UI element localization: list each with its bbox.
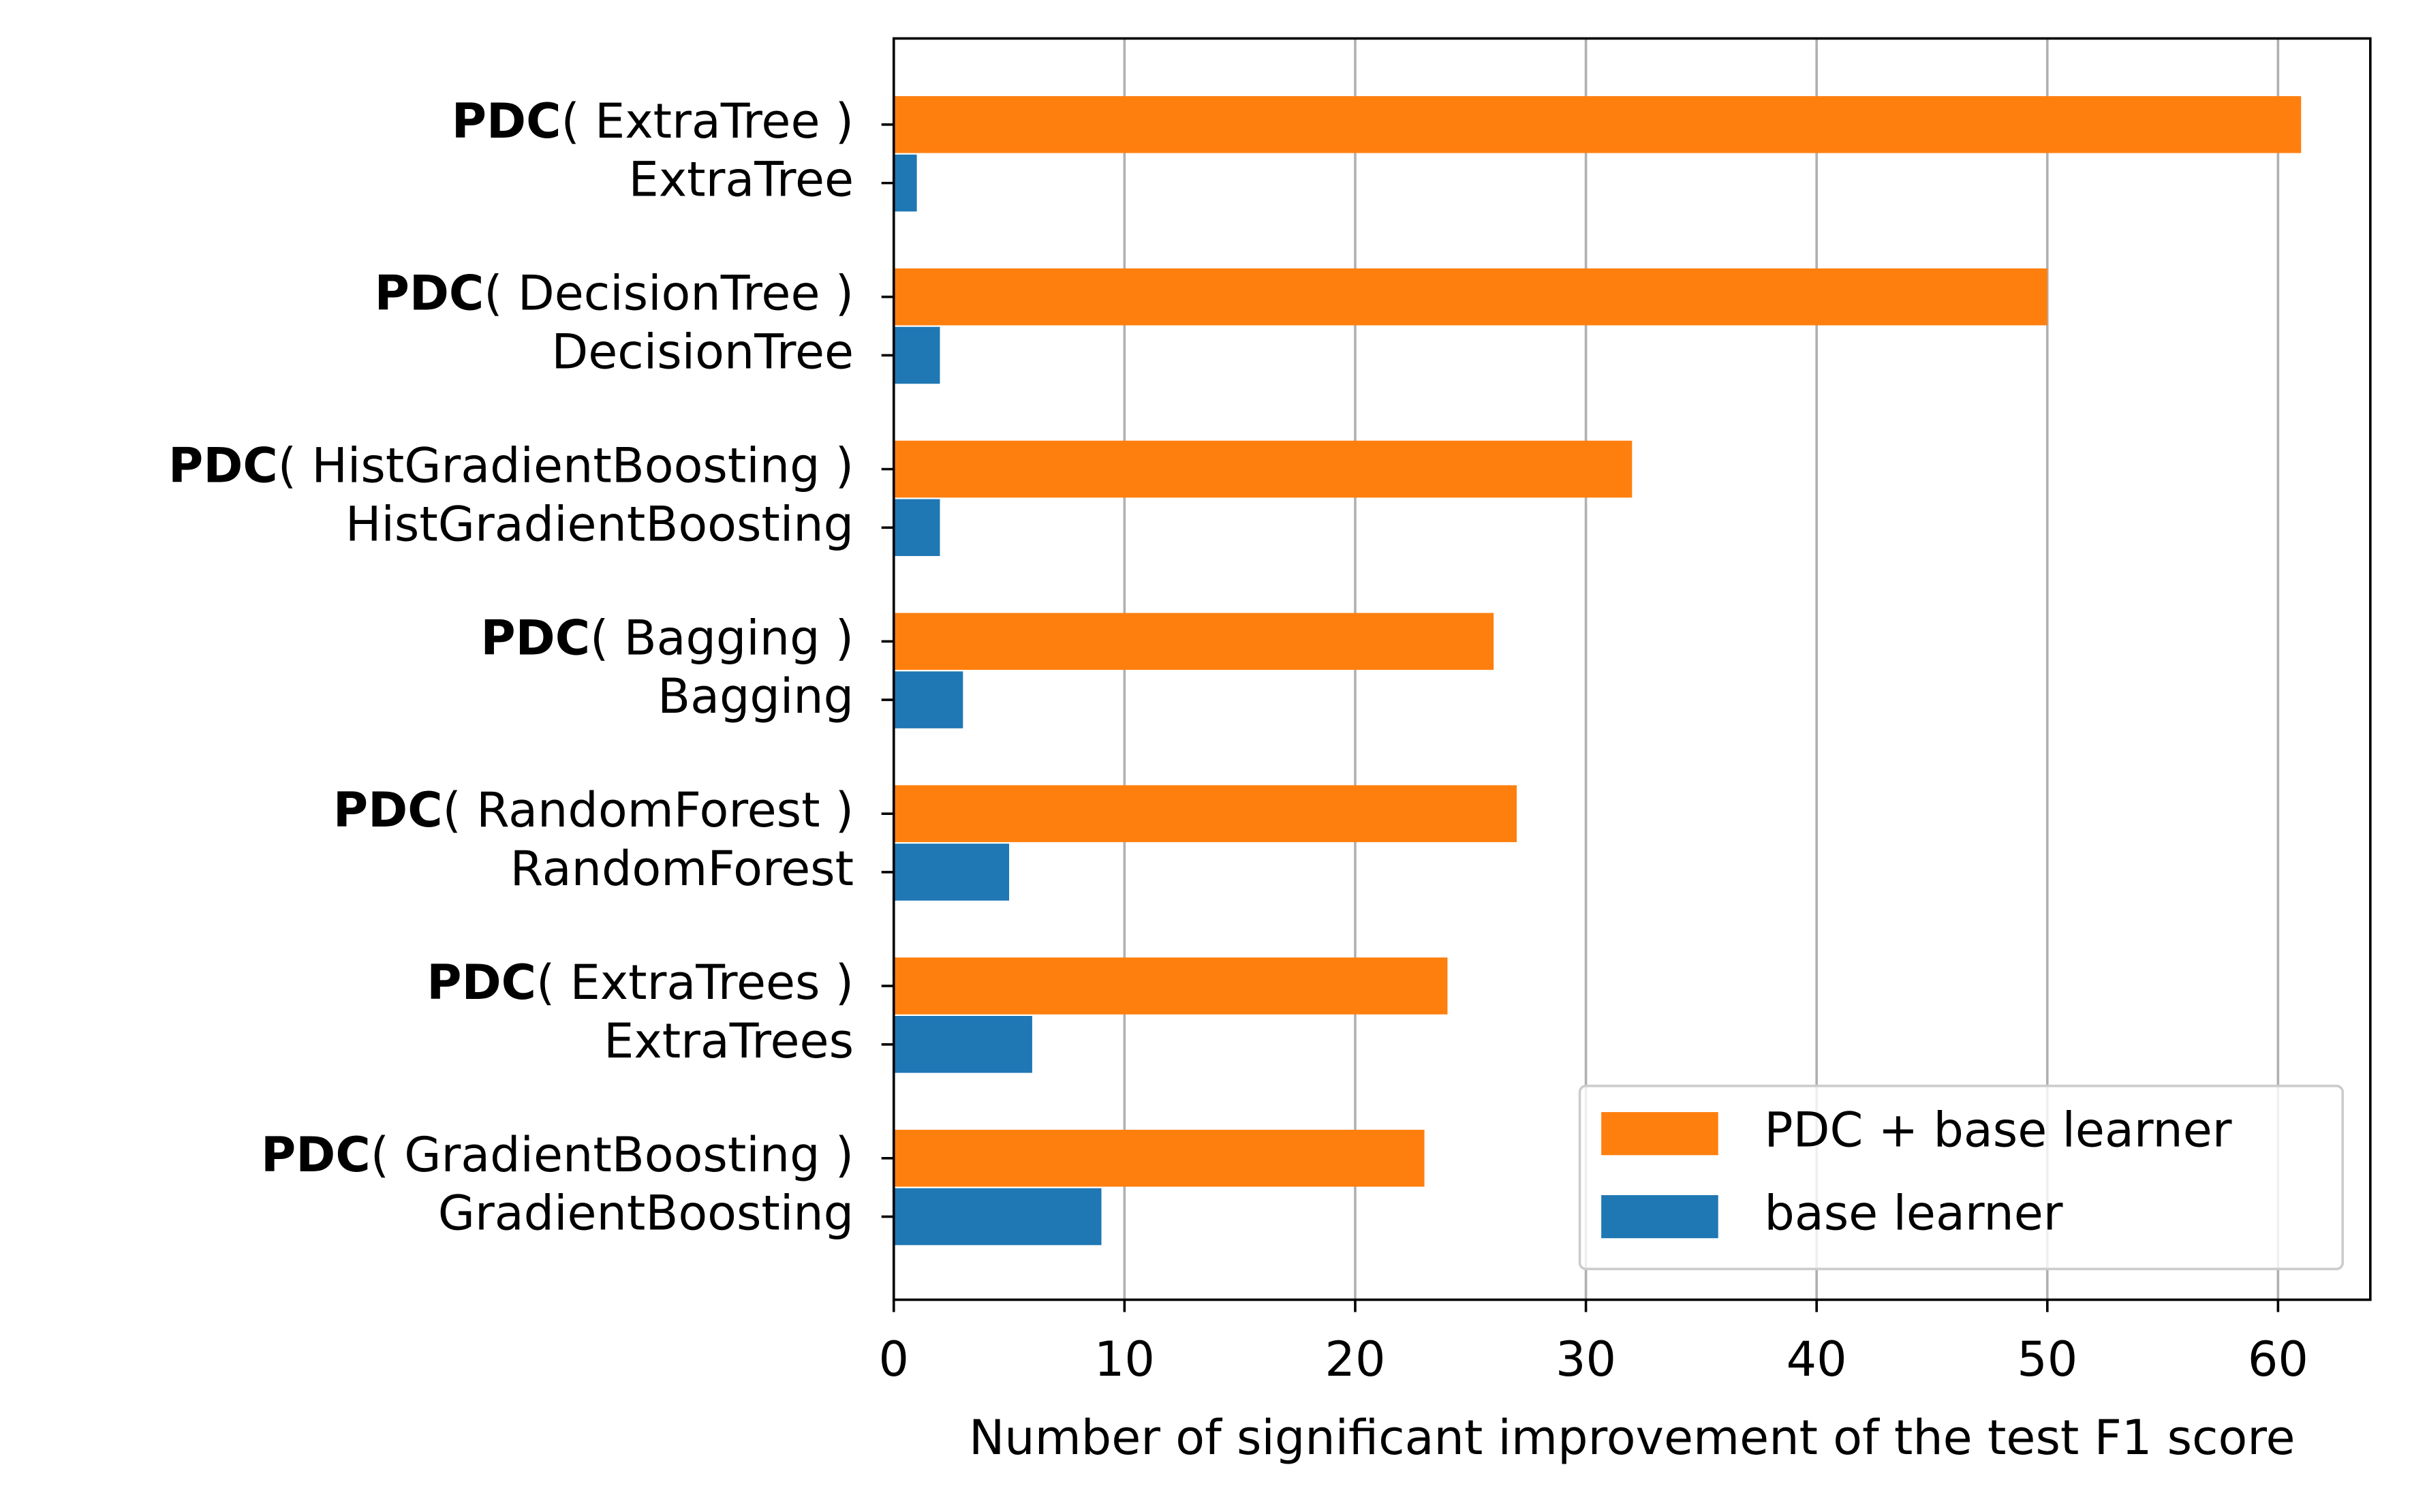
bar [893, 671, 963, 728]
pdc-name: ( Bagging ) [590, 610, 854, 666]
bar [893, 1130, 1425, 1187]
pdc-prefix: PDC [480, 610, 590, 666]
y-tick-label: GradientBoosting [438, 1186, 854, 1241]
pdc-prefix: PDC [168, 438, 278, 494]
bar [893, 154, 917, 212]
y-tick-label: PDC( HistGradientBoosting ) [168, 438, 854, 494]
y-tick-label: Bagging [658, 668, 854, 724]
pdc-name: ( ExtraTrees ) [536, 955, 854, 1010]
legend-box [1578, 1084, 2345, 1271]
pdc-name: ( HistGradientBoosting ) [278, 438, 854, 494]
bar [893, 499, 940, 557]
pdc-prefix: PDC [375, 266, 484, 322]
y-tick-label: PDC( RandomForest ) [333, 782, 854, 838]
x-axis-label: Number of significant improvement of the… [969, 1410, 2295, 1466]
legend-swatch [1601, 1194, 1718, 1239]
bar [893, 844, 1010, 901]
pdc-name: ( RandomForest ) [443, 782, 854, 838]
x-tick-label: 50 [2017, 1331, 2077, 1387]
pdc-prefix: PDC [427, 955, 536, 1010]
bar [893, 96, 2302, 153]
legend-swatch [1601, 1112, 1718, 1156]
y-tick-label: PDC( Bagging ) [480, 610, 854, 666]
pdc-prefix: PDC [333, 782, 443, 838]
plot-frame [892, 37, 2372, 1301]
x-tick-label: 40 [1787, 1331, 1847, 1387]
y-tick-label: PDC( GradientBoosting ) [261, 1127, 854, 1183]
y-tick-label: ExtraTree [629, 152, 854, 208]
y-tick-label: PDC( ExtraTrees ) [427, 955, 854, 1010]
bar [893, 440, 1633, 498]
legend-label: base learner [1764, 1186, 2062, 1241]
pdc-name: ( DecisionTree ) [484, 266, 854, 322]
bar [893, 785, 1517, 842]
x-tick-label: 30 [1556, 1331, 1616, 1387]
pdc-name: ( GradientBoosting ) [371, 1127, 854, 1183]
bar [893, 1015, 1032, 1073]
bar [893, 1188, 1102, 1246]
x-tick-label: 60 [2248, 1331, 2308, 1387]
y-tick-label: HistGradientBoosting [345, 496, 854, 552]
y-tick-label: RandomForest [510, 841, 854, 897]
pdc-name: ( ExtraTree ) [561, 93, 854, 149]
x-tick-label: 20 [1325, 1331, 1385, 1387]
legend-label: PDC + base learner [1764, 1102, 2231, 1158]
pdc-prefix: PDC [261, 1127, 371, 1183]
y-tick-label: ExtraTrees [604, 1013, 854, 1069]
y-tick-label: PDC( DecisionTree ) [375, 266, 854, 322]
bar [893, 957, 1448, 1015]
bar [893, 326, 940, 384]
x-tick-label: 0 [878, 1331, 909, 1387]
y-tick-label: DecisionTree [551, 324, 854, 380]
x-tick-label: 10 [1094, 1331, 1155, 1387]
pdc-prefix: PDC [452, 93, 561, 149]
bar [893, 613, 1494, 670]
bar [893, 268, 2047, 326]
y-tick-label: PDC( ExtraTree ) [452, 93, 854, 149]
